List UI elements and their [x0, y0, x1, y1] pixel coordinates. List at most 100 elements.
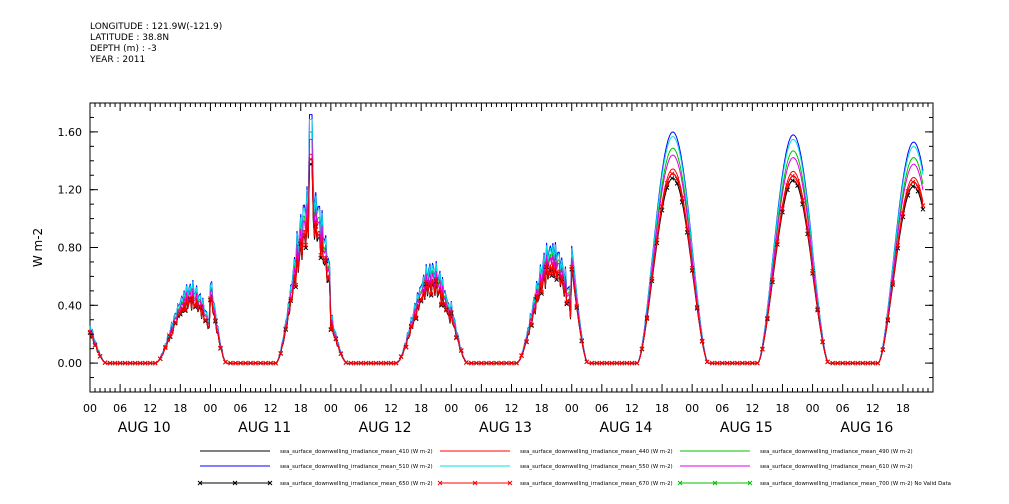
series-marker — [679, 195, 685, 201]
series-marker — [920, 206, 926, 212]
series-marker — [594, 360, 600, 366]
series-marker — [383, 360, 389, 366]
series-marker — [845, 360, 851, 366]
series-marker — [564, 301, 570, 307]
x-tick-label: 18 — [775, 402, 789, 415]
series-marker — [117, 360, 123, 366]
series-marker — [223, 359, 228, 365]
y-tick-label: 1.60 — [58, 126, 83, 139]
series-marker — [755, 360, 760, 366]
series-marker — [790, 178, 795, 183]
x-tick-label: 12 — [866, 402, 880, 415]
series-marker — [765, 315, 770, 321]
series-marker — [127, 360, 133, 366]
series-marker — [353, 360, 359, 366]
series-marker — [218, 345, 223, 351]
legend-marker — [232, 480, 238, 486]
series-marker — [474, 360, 479, 366]
series-marker — [298, 238, 304, 244]
x-tick-label: 18 — [173, 402, 187, 415]
series-marker — [243, 360, 248, 366]
series-marker — [398, 354, 404, 359]
axis-layer: 0.00 0.40 0.80 1.20 1.60 W m-2 00 06 12 18 00 06 12 1… — [31, 102, 934, 436]
legend-marker — [197, 480, 203, 486]
x-tick-label: 00 — [324, 402, 338, 415]
series-marker — [574, 303, 580, 309]
year-label: YEAR : 2011 — [90, 55, 146, 65]
series-marker — [619, 360, 625, 366]
x-tick-label: 06 — [474, 402, 488, 415]
series-marker — [704, 359, 710, 365]
legend-label: sea_surface_downwelling_irradiance_mean_… — [760, 464, 913, 470]
series-marker — [348, 360, 354, 366]
series-marker — [182, 307, 188, 312]
legend-marker — [677, 480, 683, 486]
series-marker — [719, 360, 725, 366]
series-marker — [263, 360, 268, 366]
x-tick-label: 18 — [535, 402, 549, 415]
series-marker — [910, 179, 916, 185]
series-marker — [484, 360, 489, 366]
series-marker — [760, 346, 765, 352]
series-marker — [228, 360, 233, 366]
series-marker — [338, 351, 344, 356]
series-marker — [283, 326, 289, 332]
legend-label: sea_surface_downwelling_irradiance_mean_… — [520, 449, 673, 455]
series-marker — [739, 360, 745, 366]
series-marker — [785, 183, 790, 188]
series-marker — [458, 347, 464, 353]
series-marker — [152, 360, 158, 366]
series-marker — [418, 297, 424, 303]
series-marker — [132, 360, 138, 366]
y-tick-label: 0.00 — [58, 357, 83, 370]
series-marker — [142, 360, 148, 366]
x-tick-label: 12 — [625, 402, 639, 415]
series-marker — [368, 360, 374, 366]
x-tick-label: 12 — [384, 402, 398, 415]
series-marker — [609, 360, 615, 366]
series-marker — [438, 301, 444, 307]
metadata-header: LONGITUDE : 121.9W(-121.9) LATITUDE : 38… — [90, 22, 222, 66]
legend-label: sea_surface_downwelling_irradiance_mean_… — [280, 449, 433, 455]
series-marker — [669, 171, 675, 177]
series-layer — [87, 114, 926, 366]
series-marker — [177, 310, 183, 316]
day-label: AUG 15 — [720, 420, 773, 436]
series-marker — [413, 315, 419, 320]
series-marker — [549, 271, 554, 276]
series-marker — [363, 360, 369, 366]
y-tick-label: 1.20 — [58, 184, 83, 197]
series-marker — [97, 353, 103, 359]
series-marker — [293, 282, 299, 288]
series-marker — [328, 326, 334, 332]
series-marker — [634, 360, 640, 366]
series-marker — [112, 360, 118, 366]
series-marker — [333, 336, 339, 341]
series-marker — [554, 275, 560, 280]
series-marker — [900, 210, 906, 216]
legend-label: sea_surface_downwelling_irradiance_mean_… — [760, 449, 913, 455]
series-marker — [213, 317, 218, 323]
series-marker — [308, 156, 314, 162]
series-marker — [453, 334, 459, 340]
series-marker — [504, 360, 509, 366]
series-marker — [499, 360, 504, 366]
legend: sea_surface_downwelling_irradiance_mean_… — [197, 449, 951, 487]
series-marker — [880, 347, 886, 352]
series-line — [89, 163, 924, 364]
series-marker — [709, 360, 715, 366]
x-tick-label: 18 — [655, 402, 669, 415]
series-marker — [167, 333, 173, 339]
series-marker — [92, 342, 98, 348]
series-marker — [273, 360, 279, 366]
legend-label: sea_surface_downwelling_irradiance_mean_… — [280, 481, 433, 487]
series-marker — [664, 180, 670, 186]
series-marker — [328, 327, 334, 333]
series-marker — [137, 360, 143, 366]
series-marker — [775, 239, 780, 244]
x-tick-label: 18 — [294, 402, 308, 415]
series-marker — [584, 359, 590, 365]
day-label: AUG 13 — [479, 420, 532, 436]
x-tick-label: 00 — [685, 402, 699, 415]
